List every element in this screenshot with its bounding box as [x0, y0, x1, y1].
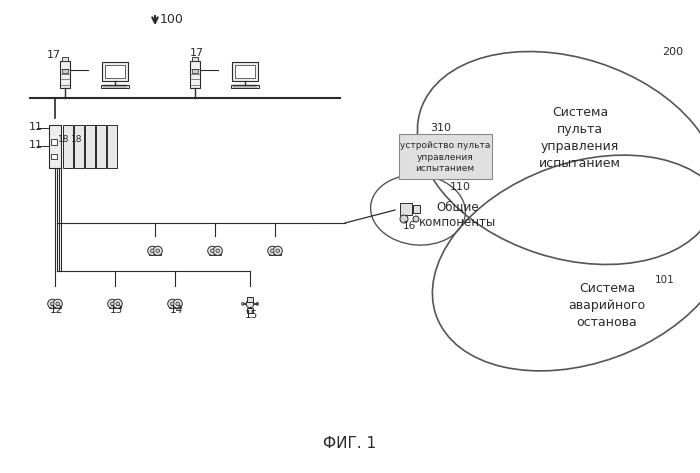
Text: Система
пульта
управления
испытанием: Система пульта управления испытанием — [539, 106, 621, 170]
Text: 100: 100 — [160, 13, 184, 26]
Text: 12: 12 — [50, 305, 63, 315]
Circle shape — [208, 246, 217, 255]
Circle shape — [176, 302, 179, 306]
Circle shape — [168, 299, 177, 308]
Circle shape — [214, 246, 223, 255]
Circle shape — [270, 249, 274, 253]
FancyBboxPatch shape — [105, 65, 125, 79]
Text: Система
аварийного
останова: Система аварийного останова — [568, 281, 645, 329]
Text: 11: 11 — [29, 140, 43, 150]
FancyBboxPatch shape — [400, 203, 412, 215]
Text: 17: 17 — [47, 50, 61, 60]
FancyBboxPatch shape — [52, 300, 57, 307]
Circle shape — [53, 299, 62, 308]
FancyBboxPatch shape — [190, 61, 200, 88]
FancyBboxPatch shape — [169, 306, 181, 308]
Circle shape — [50, 302, 54, 306]
FancyBboxPatch shape — [246, 308, 253, 313]
Circle shape — [113, 299, 122, 308]
Circle shape — [153, 246, 162, 255]
Circle shape — [111, 302, 114, 306]
Circle shape — [173, 299, 182, 308]
Circle shape — [156, 249, 160, 253]
Text: ФИГ. 1: ФИГ. 1 — [323, 436, 377, 451]
FancyBboxPatch shape — [49, 125, 61, 168]
Text: 110: 110 — [450, 182, 471, 192]
FancyBboxPatch shape — [113, 300, 118, 307]
Text: 15: 15 — [245, 310, 258, 320]
FancyBboxPatch shape — [74, 125, 84, 168]
FancyBboxPatch shape — [62, 69, 68, 73]
FancyBboxPatch shape — [192, 69, 197, 73]
Circle shape — [256, 303, 258, 305]
FancyBboxPatch shape — [273, 247, 277, 254]
Text: 17: 17 — [190, 48, 204, 58]
Text: 310: 310 — [430, 123, 451, 133]
FancyBboxPatch shape — [107, 125, 118, 168]
FancyBboxPatch shape — [62, 57, 67, 61]
Circle shape — [48, 299, 57, 308]
FancyBboxPatch shape — [101, 85, 129, 88]
FancyBboxPatch shape — [153, 247, 158, 254]
Circle shape — [413, 216, 419, 222]
Circle shape — [116, 302, 120, 306]
Circle shape — [211, 249, 214, 253]
FancyBboxPatch shape — [246, 297, 253, 302]
FancyBboxPatch shape — [234, 65, 255, 79]
Circle shape — [276, 249, 279, 253]
FancyBboxPatch shape — [269, 253, 281, 255]
FancyBboxPatch shape — [173, 300, 177, 307]
Circle shape — [108, 299, 117, 308]
Text: 101: 101 — [655, 275, 675, 285]
FancyBboxPatch shape — [63, 125, 74, 168]
Circle shape — [267, 246, 276, 255]
FancyBboxPatch shape — [213, 247, 217, 254]
FancyBboxPatch shape — [193, 57, 197, 61]
FancyBboxPatch shape — [148, 253, 162, 255]
FancyBboxPatch shape — [209, 253, 221, 255]
FancyBboxPatch shape — [398, 134, 491, 179]
Text: устройство пульта
управления
испытанием: устройство пульта управления испытанием — [400, 141, 490, 173]
FancyBboxPatch shape — [50, 154, 57, 159]
FancyBboxPatch shape — [231, 85, 259, 88]
Circle shape — [246, 300, 254, 308]
FancyBboxPatch shape — [232, 62, 258, 81]
Text: Общие
компоненты: Общие компоненты — [419, 201, 496, 229]
Circle shape — [148, 246, 157, 255]
FancyBboxPatch shape — [85, 125, 95, 168]
FancyBboxPatch shape — [413, 205, 420, 213]
Text: 11: 11 — [29, 122, 43, 132]
Text: 200: 200 — [662, 47, 683, 57]
Circle shape — [216, 249, 220, 253]
Circle shape — [241, 303, 244, 305]
Circle shape — [400, 215, 408, 223]
Circle shape — [150, 249, 154, 253]
Circle shape — [273, 246, 282, 255]
Circle shape — [56, 302, 60, 306]
Circle shape — [171, 302, 174, 306]
Text: 13: 13 — [110, 305, 123, 315]
FancyBboxPatch shape — [108, 306, 121, 308]
FancyBboxPatch shape — [48, 306, 62, 308]
FancyBboxPatch shape — [102, 62, 127, 81]
FancyBboxPatch shape — [96, 125, 106, 168]
FancyBboxPatch shape — [50, 139, 57, 145]
Text: 16: 16 — [403, 221, 416, 231]
Text: 14: 14 — [170, 305, 183, 315]
FancyBboxPatch shape — [60, 61, 70, 88]
Text: 18: 18 — [58, 135, 70, 144]
Text: 18: 18 — [71, 135, 83, 144]
